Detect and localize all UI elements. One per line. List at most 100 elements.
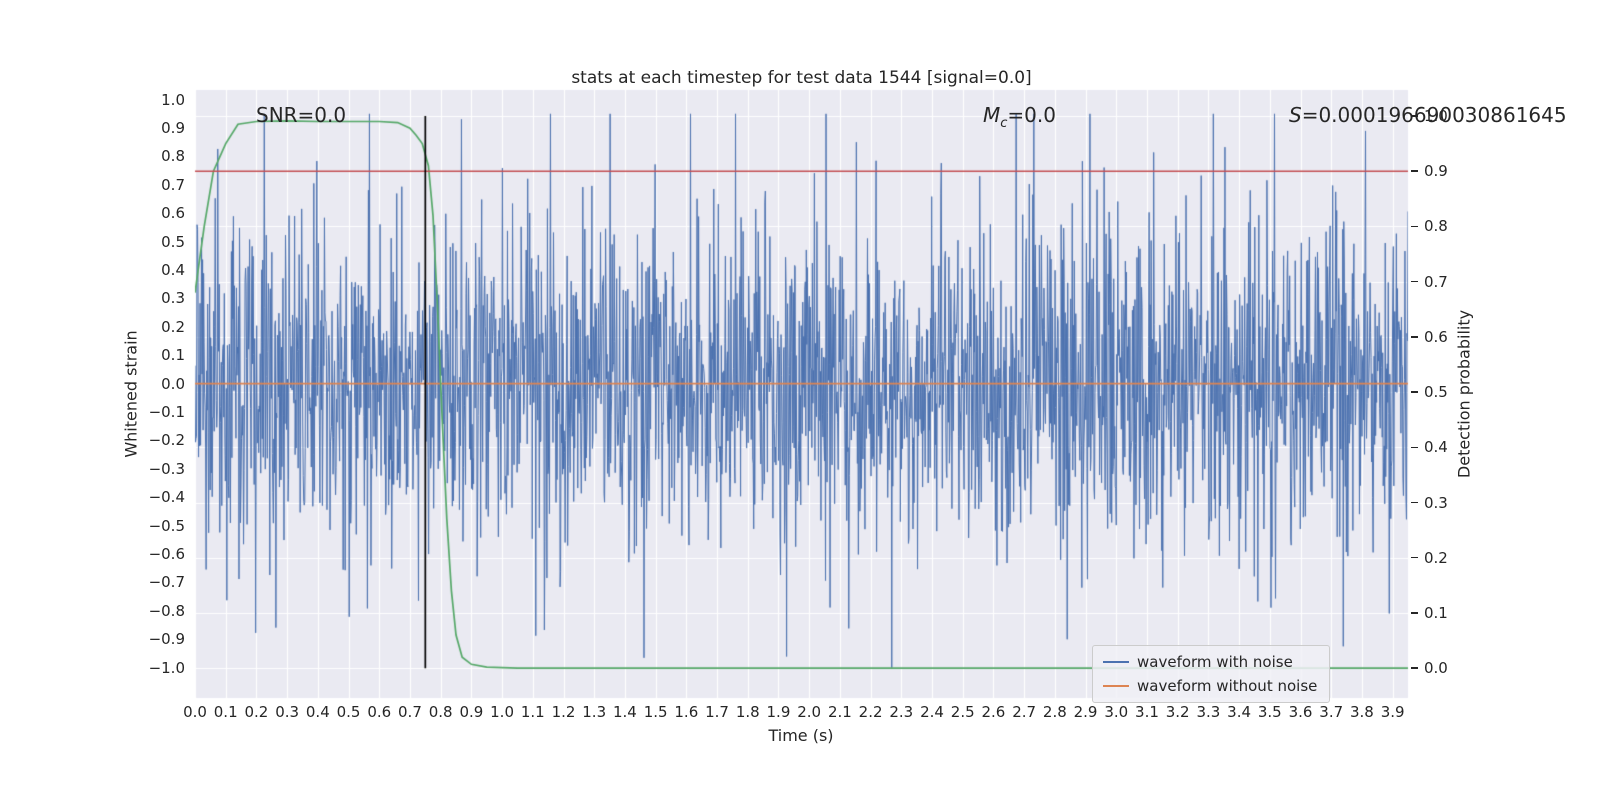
legend-line-swatch — [1103, 661, 1129, 663]
y-right-tick-mark — [1411, 612, 1418, 614]
x-tick-label: 3.0 — [1104, 703, 1129, 721]
y-axis-label-right: Detection probability — [1454, 309, 1474, 479]
x-tick-label: 2.6 — [981, 703, 1006, 721]
x-tick-label: 1.5 — [643, 703, 668, 721]
y-right-tick-mark — [1411, 225, 1418, 228]
x-tick-label: 3.4 — [1227, 703, 1252, 721]
y-right-tick-mark — [1411, 115, 1418, 117]
x-tick-label: 0.2 — [244, 703, 269, 721]
y-right-tick-mark — [1411, 667, 1418, 669]
x-tick-label: 1.9 — [766, 703, 791, 721]
x-tick-label: 2.8 — [1042, 703, 1067, 721]
x-tick-label: 0.9 — [459, 703, 484, 721]
x-tick-label: 3.3 — [1196, 703, 1221, 721]
y-right-tick-label: 0.7 — [1424, 272, 1448, 291]
annotation-s-value: =0.000196690030861645 — [1301, 103, 1567, 127]
y-right-tick-label: 0.8 — [1424, 217, 1448, 236]
y-right-tick-label: 0.5 — [1424, 383, 1448, 402]
x-tick-label: 2.4 — [920, 703, 944, 721]
x-tick-label: 1.8 — [735, 703, 760, 721]
x-tick-label: 0.1 — [213, 703, 238, 721]
annotation-mc: Mc=0.0 — [983, 103, 1056, 131]
x-tick-label: 3.6 — [1288, 703, 1313, 721]
y-right-tick-mark — [1411, 280, 1418, 283]
annotation-s-var: S — [1289, 103, 1302, 127]
y-left-tick-label: −0.3 — [148, 459, 185, 478]
x-tick-label: 3.8 — [1349, 703, 1374, 721]
y-left-tick-label: 0.0 — [161, 374, 185, 393]
x-tick-label: 0.6 — [367, 703, 392, 721]
y-left-tick-label: 0.7 — [161, 175, 185, 194]
x-tick-label: 1.0 — [490, 703, 514, 721]
x-tick-label: 2.1 — [827, 703, 852, 721]
x-tick-label: 1.1 — [520, 703, 545, 721]
x-tick-label: 2.0 — [797, 703, 822, 721]
y-left-tick-label: −0.6 — [148, 545, 185, 564]
x-tick-label: 0.8 — [428, 703, 453, 721]
y-right-tick-label: 0.0 — [1424, 659, 1448, 678]
y-left-tick-label: 0.3 — [161, 289, 185, 308]
legend-item: waveform with noise — [1103, 653, 1317, 671]
y-left-tick-label: −0.1 — [148, 403, 185, 422]
x-tick-label: 2.7 — [1012, 703, 1037, 721]
x-tick-label: 2.9 — [1073, 703, 1098, 721]
y-right-tick-label: 0.2 — [1424, 548, 1448, 567]
y-right-tick-label: 0.3 — [1424, 493, 1448, 512]
chart-title: stats at each timestep for test data 154… — [571, 68, 1032, 88]
y-left-tick-label: −0.5 — [148, 516, 185, 535]
y-left-tick-label: −0.2 — [148, 431, 185, 450]
x-tick-label: 1.6 — [674, 703, 699, 721]
y-left-tick-label: 0.1 — [161, 346, 185, 365]
x-tick-label: 1.4 — [612, 703, 637, 721]
x-tick-label: 1.2 — [551, 703, 576, 721]
x-tick-label: 0.4 — [305, 703, 330, 721]
y-left-tick-label: 0.8 — [161, 147, 185, 166]
x-axis-label: Time (s) — [768, 726, 834, 745]
y-right-tick-label: 0.1 — [1424, 603, 1448, 622]
legend-item-label: waveform without noise — [1137, 677, 1318, 695]
legend-item-label: waveform with noise — [1137, 653, 1293, 671]
y-left-tick-label: −0.8 — [148, 601, 185, 620]
x-tick-label: 3.7 — [1319, 703, 1344, 721]
y-right-tick-mark — [1411, 391, 1418, 393]
y-left-tick-label: 0.6 — [161, 204, 185, 223]
y-right-tick-label: 1.0 — [1424, 106, 1448, 125]
y-right-tick-mark — [1411, 557, 1418, 559]
y-left-tick-label: −0.7 — [148, 573, 185, 592]
x-tick-label: 0.3 — [275, 703, 300, 721]
annotation-snr: SNR=0.0 — [256, 103, 347, 127]
y-right-tick-label: 0.9 — [1424, 162, 1448, 181]
y-left-tick-label: −0.9 — [148, 630, 185, 649]
y-left-tick-label: 1.0 — [161, 90, 185, 109]
x-tick-label: 0.0 — [183, 703, 207, 721]
y-left-tick-label: −0.4 — [148, 488, 185, 507]
x-tick-label: 3.2 — [1165, 703, 1190, 721]
y-right-tick-label: 0.6 — [1424, 327, 1448, 346]
y-right-tick-mark — [1411, 446, 1418, 448]
x-tick-label: 2.2 — [858, 703, 883, 721]
y-left-tick-label: 0.9 — [161, 119, 185, 138]
x-tick-label: 2.3 — [889, 703, 914, 721]
y-right-tick-mark — [1411, 170, 1418, 172]
y-left-tick-label: 0.4 — [161, 261, 185, 280]
legend-item: waveform without noise — [1103, 677, 1317, 695]
annotation-mc-var: M — [983, 103, 1001, 127]
y-left-tick-label: 0.5 — [161, 232, 185, 251]
annotation-s: S=0.000196690030861645 — [1289, 103, 1567, 127]
y-right-tick-label: 0.4 — [1424, 438, 1448, 457]
x-tick-label: 3.5 — [1257, 703, 1282, 721]
y-left-tick-label: 0.2 — [161, 317, 185, 336]
y-right-tick-mark — [1411, 336, 1418, 338]
legend: waveform with noise waveform without nois… — [1092, 645, 1331, 703]
annotation-mc-sub: c — [1000, 116, 1008, 131]
y-right-tick-mark — [1411, 501, 1418, 504]
annotation-mc-value: =0.0 — [1007, 103, 1056, 127]
legend-line-swatch — [1103, 685, 1129, 687]
x-tick-label: 1.7 — [705, 703, 729, 721]
x-tick-label: 1.3 — [582, 703, 607, 721]
y-left-tick-label: −1.0 — [148, 658, 185, 677]
x-tick-label: 0.5 — [336, 703, 361, 721]
x-tick-label: 0.7 — [398, 703, 422, 721]
